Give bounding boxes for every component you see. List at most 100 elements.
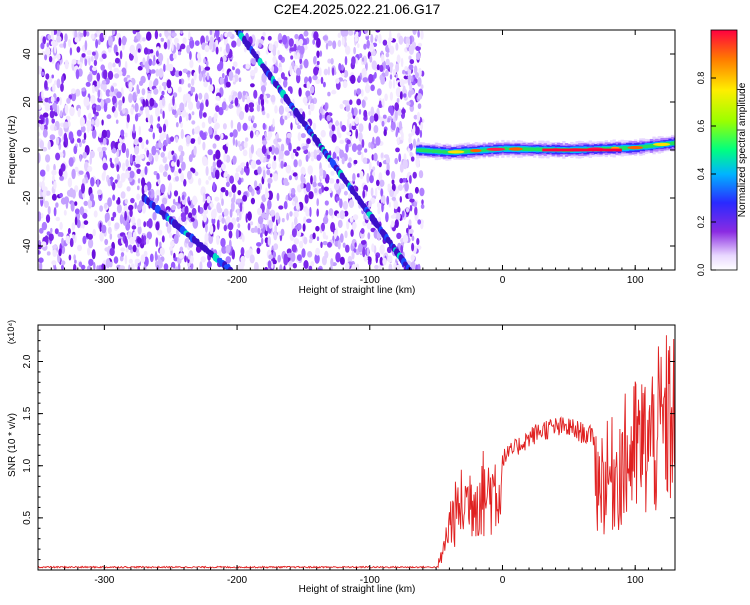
- noise-speckle: [162, 123, 167, 133]
- noise-speckle: [388, 263, 393, 270]
- noise-speckle: [121, 142, 126, 154]
- noise-speckle: [277, 49, 280, 56]
- noise-speckle: [290, 55, 294, 60]
- noise-speckle: [406, 227, 409, 234]
- noise-speckle: [406, 101, 411, 106]
- noise-speckle: [208, 205, 211, 210]
- spectrogram-y-label: Frequency (Hz): [7, 116, 18, 185]
- noise-speckle: [356, 88, 362, 95]
- noise-speckle: [259, 152, 264, 163]
- noise-speckle: [292, 200, 296, 206]
- noise-speckle: [247, 222, 251, 231]
- noise-speckle: [315, 78, 321, 84]
- noise-speckle: [257, 227, 261, 235]
- noise-speckle: [87, 199, 93, 209]
- noise-speckle: [278, 205, 284, 210]
- noise-speckle: [187, 83, 191, 88]
- noise-speckle: [63, 196, 70, 205]
- noise-speckle: [300, 133, 306, 139]
- noise-speckle: [378, 172, 383, 182]
- noise-speckle: [391, 196, 396, 201]
- noise-speckle: [221, 101, 227, 111]
- noise-speckle: [389, 45, 395, 55]
- noise-speckle: [359, 170, 364, 180]
- noise-speckle: [268, 219, 273, 229]
- noise-speckle: [296, 254, 302, 261]
- noise-speckle: [261, 145, 267, 155]
- noise-speckle: [366, 222, 372, 230]
- noise-speckle: [53, 41, 59, 47]
- noise-speckle: [38, 249, 41, 255]
- noise-speckle: [310, 157, 314, 162]
- noise-speckle: [51, 169, 57, 176]
- noise-speckle: [93, 262, 96, 270]
- noise-speckle: [202, 214, 207, 223]
- noise-speckle: [153, 88, 159, 95]
- noise-speckle: [204, 232, 209, 243]
- noise-speckle: [408, 45, 414, 55]
- noise-speckle: [214, 196, 220, 202]
- noise-speckle: [339, 210, 345, 220]
- noise-speckle: [316, 37, 321, 48]
- noise-speckle: [331, 67, 335, 76]
- noise-speckle: [268, 43, 274, 52]
- noise-speckle: [382, 39, 388, 46]
- noise-speckle: [130, 263, 135, 270]
- noise-speckle: [223, 135, 228, 140]
- noise-speckle: [262, 31, 266, 37]
- noise-speckle: [382, 257, 387, 266]
- noise-speckle: [191, 207, 197, 216]
- noise-speckle: [124, 254, 128, 265]
- signal-band-segment: [647, 144, 651, 148]
- noise-speckle: [409, 175, 412, 184]
- noise-speckle: [68, 157, 74, 167]
- noise-speckle: [310, 151, 314, 158]
- noise-speckle: [239, 145, 243, 151]
- noise-speckle: [335, 252, 341, 263]
- noise-speckle: [278, 105, 284, 115]
- noise-speckle: [71, 91, 77, 102]
- noise-speckle: [41, 180, 45, 191]
- noise-speckle: [376, 160, 380, 166]
- noise-speckle: [382, 114, 387, 119]
- noise-speckle: [86, 233, 89, 238]
- noise-speckle: [173, 234, 179, 244]
- noise-speckle: [288, 38, 294, 47]
- noise-speckle: [248, 185, 253, 193]
- noise-speckle: [248, 115, 252, 122]
- noise-speckle: [143, 250, 148, 257]
- noise-speckle: [105, 97, 111, 104]
- noise-speckle: [69, 237, 74, 248]
- noise-speckle: [93, 210, 98, 218]
- noise-speckle: [395, 212, 401, 221]
- noise-speckle: [386, 195, 390, 205]
- noise-speckle: [203, 81, 208, 88]
- noise-speckle: [368, 122, 372, 131]
- noise-speckle: [94, 86, 99, 92]
- noise-speckle: [315, 247, 320, 256]
- noise-speckle: [404, 182, 409, 192]
- noise-speckle: [242, 194, 248, 202]
- noise-speckle: [161, 235, 165, 243]
- noise-speckle: [417, 30, 420, 38]
- noise-speckle: [415, 45, 421, 52]
- colorbar-tick-label: 0.2: [696, 216, 706, 229]
- noise-speckle: [357, 43, 360, 48]
- noise-speckle: [136, 237, 142, 244]
- noise-speckle: [74, 30, 78, 40]
- noise-speckle: [354, 242, 357, 248]
- noise-speckle: [410, 254, 415, 262]
- colorbar-tick-label: 0.6: [696, 120, 706, 133]
- noise-speckle: [320, 241, 323, 248]
- noise-speckle: [408, 133, 413, 138]
- noise-speckle: [400, 245, 404, 254]
- noise-speckle: [316, 50, 320, 58]
- noise-speckle: [202, 141, 206, 151]
- noise-speckle: [155, 189, 161, 198]
- noise-speckle: [191, 86, 196, 93]
- noise-speckle: [156, 229, 163, 236]
- noise-speckle: [184, 205, 189, 215]
- noise-speckle: [261, 72, 267, 83]
- noise-speckle: [188, 200, 192, 206]
